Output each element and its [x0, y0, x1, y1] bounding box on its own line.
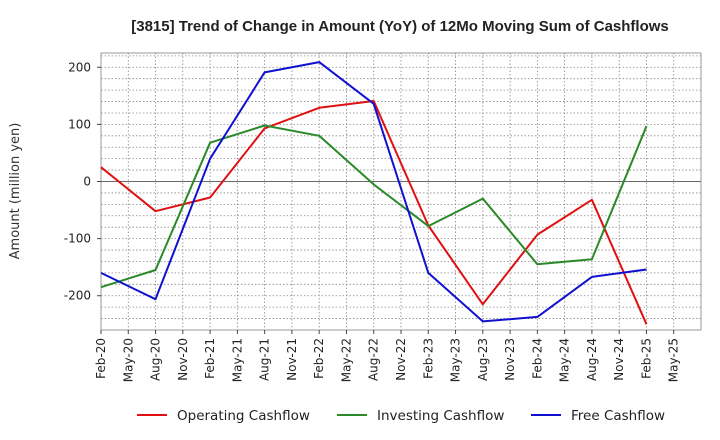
x-tick-label: Aug-20 [149, 338, 163, 381]
y-axis-label: Amount (million yen) [8, 123, 23, 260]
legend-label: Free Cashflow [571, 408, 665, 424]
x-tick-label: Feb-23 [421, 338, 435, 379]
x-tick-label: Aug-24 [585, 338, 599, 381]
x-tick-label: Feb-22 [312, 338, 326, 379]
x-tick-label: May-25 [667, 338, 681, 382]
series-lines [100, 61, 648, 325]
x-tick-label: Nov-23 [503, 338, 517, 381]
y-axis-ticks: 200 100 0 -100 -200 [64, 60, 101, 303]
y-tick-label: 100 [68, 117, 91, 131]
legend-label: Investing Cashflow [377, 408, 504, 424]
series-line-free-cashflow [100, 61, 647, 323]
y-tick-label: -200 [64, 289, 91, 303]
x-tick-label: Feb-20 [94, 338, 108, 379]
x-tick-label: Aug-21 [258, 338, 272, 381]
x-tick-label: Feb-24 [530, 338, 544, 379]
legend-label: Operating Cashflow [177, 408, 310, 424]
chart-title: [3815] Trend of Change in Amount (YoY) o… [131, 18, 669, 35]
series-line-investing-cashflow [100, 124, 648, 289]
x-tick-label: Nov-21 [285, 338, 299, 381]
x-tick-label: May-22 [339, 338, 353, 382]
x-tick-label: May-23 [449, 338, 463, 382]
y-tick-label: 0 [83, 175, 91, 189]
x-tick-label: Aug-23 [476, 338, 490, 381]
x-tick-label: May-21 [230, 338, 244, 382]
y-tick-label: -100 [64, 232, 91, 246]
x-axis-ticks: Feb-20 May-20 Aug-20 Nov-20 Feb-21 May-21 Aug-… [94, 330, 681, 382]
x-tick-label: Nov-22 [394, 338, 408, 381]
x-tick-label: Nov-24 [612, 338, 626, 381]
x-tick-label: Nov-20 [176, 338, 190, 381]
x-tick-label: Feb-25 [639, 338, 653, 379]
y-tick-label: 200 [68, 60, 91, 74]
series-line-operating-cashflow [100, 100, 648, 325]
x-tick-label: May-20 [121, 338, 135, 382]
x-tick-label: Aug-22 [367, 338, 381, 381]
x-tick-label: May-24 [558, 338, 572, 382]
legend: Operating Cashflow Investing Cashflow Free… [137, 408, 665, 424]
x-tick-label: Feb-21 [203, 338, 217, 379]
grid-lines [101, 53, 701, 330]
